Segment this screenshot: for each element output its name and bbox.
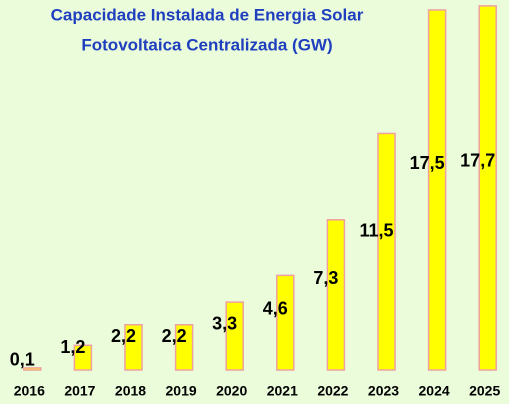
data-label: 0,1 <box>10 350 35 370</box>
x-tick-label: 2024 <box>419 383 450 399</box>
chart-title: Fotovoltaica Centralizada (GW) <box>81 35 332 54</box>
bar <box>124 323 143 371</box>
data-label: 17,5 <box>410 153 445 173</box>
x-tick-label: 2016 <box>14 383 45 399</box>
bar <box>427 9 447 371</box>
bar <box>73 344 93 371</box>
bar <box>377 132 396 371</box>
data-label: 2,2 <box>162 326 187 346</box>
x-tick-label: 2021 <box>267 383 298 399</box>
data-label: 7,3 <box>313 268 338 288</box>
x-tick-label: 2018 <box>115 383 146 399</box>
bar <box>478 5 497 371</box>
bar <box>174 323 194 371</box>
x-tick-label: 2022 <box>317 383 348 399</box>
data-label: 11,5 <box>359 221 393 241</box>
chart-title: Capacidade Instalada de Energia Solar <box>51 5 364 24</box>
x-tick-label: 2023 <box>368 383 399 399</box>
data-label: 1,2 <box>60 337 85 357</box>
bar <box>23 367 42 371</box>
x-tick-label: 2025 <box>469 383 500 399</box>
data-label: 2,2 <box>111 326 136 346</box>
bar <box>225 301 244 371</box>
x-tick-label: 2020 <box>216 383 247 399</box>
x-tick-label: 2017 <box>64 383 95 399</box>
data-label: 17,7 <box>460 150 495 170</box>
x-tick-label: 2019 <box>166 383 197 399</box>
bar <box>326 219 346 371</box>
data-label: 3,3 <box>212 313 237 333</box>
data-label: 4,6 <box>263 299 288 319</box>
bar <box>276 274 295 371</box>
